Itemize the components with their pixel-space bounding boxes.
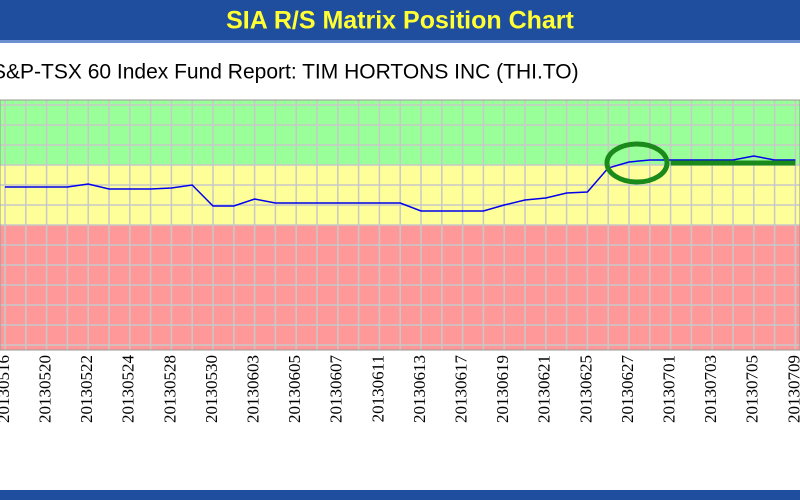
title-bar: [0, 0, 800, 42]
chart-subtitle: S&P-TSX 60 Index Fund Report: TIM HORTON…: [0, 61, 579, 84]
plot-border: [0, 99, 800, 351]
x-tick-label: 20130709: [784, 355, 800, 423]
x-tick-label: 20130613: [410, 355, 429, 423]
x-tick-label: 20130625: [576, 355, 595, 423]
x-tick-label: 20130611: [368, 355, 387, 422]
x-tick-label: 20130627: [618, 355, 637, 424]
x-tick-label: 20130516: [0, 355, 13, 423]
x-tick-label: 20130528: [160, 355, 179, 423]
x-tick-label: 20130705: [743, 355, 762, 423]
x-tick-label: 20130703: [701, 355, 720, 423]
x-tick-label: 20130621: [535, 355, 554, 423]
plot-area: [0, 99, 800, 351]
x-tick-label: 20130607: [327, 355, 346, 424]
x-tick-label: 20130530: [202, 355, 221, 423]
x-tick-label: 20130522: [77, 355, 96, 423]
bottom-bar: [0, 490, 800, 500]
chart-title: SIA R/S Matrix Position Chart: [226, 7, 574, 35]
x-tick-label: 20130603: [244, 355, 263, 423]
x-tick-label: 20130701: [660, 355, 679, 423]
highlight-circle: [604, 141, 670, 185]
title-bar-edge: [0, 40, 800, 43]
x-tick-label: 20130605: [285, 355, 304, 423]
x-tick-label: 20130617: [452, 354, 471, 423]
x-tick-label: 20130524: [119, 355, 138, 424]
x-tick-label: 20130520: [36, 355, 55, 423]
x-tick-label: 20130619: [493, 355, 512, 423]
series-line: [5, 155, 796, 212]
